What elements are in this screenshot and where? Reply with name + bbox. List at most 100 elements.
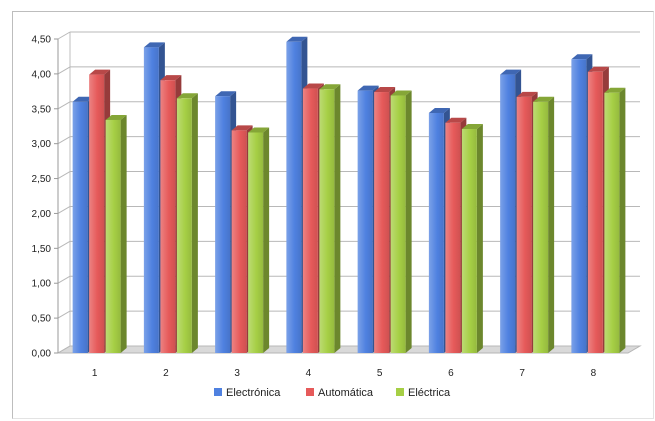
label-layer: 0,00 0,50 1,00 1,50 2,00 2,50 3,00 3,50 4,00 4,50… (32, 35, 597, 380)
bar-front (500, 74, 516, 353)
bar-top (319, 84, 341, 90)
bar (248, 127, 270, 353)
axis-layer (54, 38, 59, 354)
y-tick-label: 2,00 (32, 209, 52, 220)
gridline-side (57, 345, 71, 354)
bar-front (215, 96, 231, 354)
bar (461, 124, 483, 353)
x-tick-label: 8 (591, 368, 597, 379)
bar-top (286, 36, 308, 42)
bar-side (263, 127, 270, 353)
legend-swatch (396, 388, 404, 396)
bar-top (571, 54, 593, 60)
legend-label: Electrónica (226, 387, 281, 399)
bar-top (357, 85, 379, 91)
x-tick-label: 1 (92, 368, 98, 379)
bar-front (248, 132, 264, 353)
bar (390, 90, 412, 354)
legend: Electrónica Automática Eléctrica (214, 387, 451, 399)
bar-front (160, 80, 176, 354)
legend-swatch (214, 388, 222, 396)
bar-front (72, 101, 88, 353)
y-tick-label: 0,00 (32, 349, 52, 360)
bar-front (302, 88, 318, 353)
bar-front (587, 71, 603, 353)
bar-top (500, 69, 522, 75)
bar-top (516, 91, 538, 97)
bar-top (587, 66, 609, 72)
y-tick-label: 1,50 (32, 244, 52, 255)
gridline-side (57, 136, 71, 145)
bar-front (231, 130, 247, 353)
bar-top (461, 124, 483, 130)
bar (319, 84, 341, 354)
bar-top (445, 117, 467, 123)
bar-side (120, 114, 127, 353)
legend-label: Automática (318, 387, 374, 399)
chart-frame (12, 11, 654, 419)
bar (176, 93, 198, 354)
x-tick-label: 7 (519, 368, 525, 379)
bar-top (604, 87, 626, 93)
bar-top (248, 127, 270, 133)
legend-item: Eléctrica (396, 387, 451, 399)
gridline-side (57, 240, 71, 249)
legend-swatch (306, 388, 314, 396)
bar-front (390, 95, 406, 354)
bar-top (176, 93, 198, 99)
bar-side (191, 93, 198, 354)
bar-top (89, 69, 111, 75)
gridline-side (57, 206, 71, 214)
bar-front (571, 59, 587, 353)
x-tick-label: 3 (234, 368, 240, 379)
y-tick-label: 4,50 (32, 35, 52, 46)
bar-side (334, 84, 341, 354)
y-tick-label: 4,00 (32, 69, 52, 80)
bar-side (619, 87, 626, 354)
bar-side (548, 96, 555, 354)
bar-layer (72, 36, 626, 354)
bar-front (176, 98, 192, 353)
bar-front (445, 122, 461, 353)
y-tick-label: 3,00 (32, 139, 52, 150)
gridline-side (57, 66, 71, 75)
x-tick-label: 6 (448, 368, 454, 379)
bar-top (160, 75, 182, 81)
legend-label: Eléctrica (408, 387, 451, 399)
x-tick-label: 5 (377, 368, 383, 379)
bar-top (302, 83, 324, 89)
legend-item: Electrónica (214, 387, 281, 399)
gridline-side (57, 171, 71, 179)
y-tick-label: 0,50 (32, 314, 52, 325)
bar-top (374, 87, 396, 93)
bar-top (215, 91, 237, 97)
bar-top (143, 42, 165, 48)
x-tick-label: 2 (163, 368, 169, 379)
gridline-side (57, 31, 71, 40)
y-tick-label: 3,50 (32, 104, 52, 115)
y-tick-label: 2,50 (32, 174, 52, 185)
bar-top (231, 125, 253, 131)
bar-side (476, 124, 483, 353)
bar-front (357, 90, 373, 353)
bar (604, 87, 626, 354)
y-tick-label: 1,00 (32, 279, 52, 290)
bar-front (461, 129, 477, 353)
bar-front (143, 47, 159, 354)
bar-front (105, 119, 121, 353)
bar-front (374, 92, 390, 353)
bar-front (604, 92, 620, 354)
legend-item: Automática (306, 387, 374, 399)
bar-front (286, 41, 302, 354)
gridline-side (57, 310, 71, 319)
bar-front (516, 96, 532, 353)
bar-top (428, 107, 450, 113)
gridline-side (57, 275, 71, 284)
bar-front (89, 74, 105, 353)
bar-side (405, 90, 412, 354)
bar-front (428, 112, 444, 353)
bar-top (105, 114, 127, 120)
bar-top (533, 96, 555, 102)
x-tick-label: 4 (306, 368, 312, 379)
